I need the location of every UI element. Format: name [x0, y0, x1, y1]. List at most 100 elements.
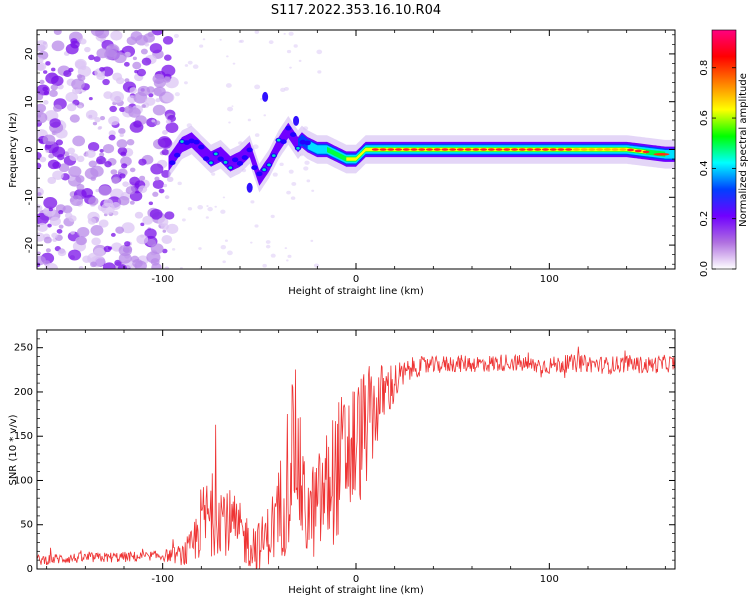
faint-blob — [284, 86, 289, 91]
noise-blob — [118, 244, 133, 257]
noise-blob — [119, 106, 126, 113]
noise-blob — [43, 236, 52, 244]
ridge-blob — [183, 140, 191, 145]
ridge-core-dash — [627, 148, 635, 152]
ridge-core-dash — [549, 148, 557, 151]
ridge-core-dash — [526, 148, 534, 151]
noise-blob — [112, 210, 119, 216]
faint-blob — [283, 32, 286, 35]
ridge-core-dash — [425, 148, 433, 151]
noise-blob — [161, 64, 176, 77]
noise-blob — [116, 139, 128, 149]
faint-blob — [265, 244, 271, 249]
noise-blob — [114, 259, 122, 266]
noise-blob — [42, 134, 56, 146]
noise-blob — [136, 68, 147, 77]
faint-blob — [173, 33, 179, 39]
noise-blob — [85, 149, 96, 158]
faint-blob — [202, 38, 206, 41]
noise-blob — [133, 120, 142, 128]
faint-blob — [286, 259, 289, 262]
noise-blob — [110, 232, 116, 237]
faint-blob — [252, 144, 259, 150]
ridge-core-dash — [603, 148, 611, 151]
ridge-blob — [198, 144, 205, 150]
noise-blob — [81, 188, 94, 198]
ridge-blob — [251, 165, 258, 171]
colorbar-tick-label: 0.0 — [699, 261, 710, 277]
faint-blob — [232, 62, 236, 65]
noise-blob — [68, 249, 82, 261]
noise-blob — [91, 237, 101, 246]
faint-blob — [272, 172, 278, 177]
colorbar: 0.0 0.2 0.4 0.6 0.8 Normalized spectral ampl… — [699, 29, 749, 277]
faint-blob — [291, 181, 297, 186]
y-tick-label: 0 — [27, 564, 33, 575]
faint-blob — [286, 190, 291, 195]
noise-blob — [45, 143, 52, 149]
noise-blob — [70, 230, 75, 235]
ridge-core-dash — [456, 148, 464, 151]
ridge-blob-core — [214, 152, 218, 156]
noise-blob — [129, 167, 136, 173]
noise-blob — [58, 224, 64, 229]
noise-blob — [154, 120, 161, 126]
noise-blob — [162, 92, 175, 103]
noise-blob — [55, 139, 64, 146]
ridge-core-dash — [565, 148, 573, 151]
noise-blob — [50, 84, 58, 91]
noise-blob — [49, 216, 61, 227]
noise-blob — [108, 130, 116, 137]
noise-blob — [107, 246, 113, 250]
faint-blob — [293, 44, 298, 48]
noise-blob — [42, 86, 49, 92]
faint-blob — [222, 260, 226, 264]
faint-blob — [286, 49, 292, 54]
x-tick-label: 0 — [353, 574, 359, 585]
noise-blob — [87, 217, 97, 225]
colorbar-ticks: 0.0 0.2 0.4 0.6 0.8 — [699, 60, 736, 277]
faint-blob — [254, 133, 260, 137]
colorbar-label: Normalized spectral amplitude — [738, 73, 749, 227]
noise-blob — [102, 143, 115, 154]
ridge-core-dash — [588, 148, 596, 151]
noise-blob — [119, 133, 124, 138]
ridge-blob — [299, 139, 307, 145]
faint-blob — [198, 247, 202, 250]
noise-blob — [150, 163, 164, 175]
ridge-blob — [280, 139, 287, 145]
noise-blob — [164, 211, 175, 220]
ridge-blob — [304, 140, 311, 146]
faint-blob — [287, 254, 292, 258]
noise-blob — [90, 30, 105, 37]
ridge-core-dash — [379, 148, 387, 151]
noise-blob — [51, 40, 65, 52]
faint-blob — [317, 70, 322, 74]
noise-blob — [102, 262, 116, 269]
noise-blob — [152, 73, 165, 85]
x-tick-label: 100 — [540, 274, 559, 285]
ridge-tail — [653, 152, 670, 156]
noise-blob — [45, 61, 51, 66]
colorbar-tick-label: 0.6 — [699, 110, 710, 126]
noise-blob — [66, 103, 77, 112]
ridge-core-dash — [441, 148, 449, 151]
noise-blob — [118, 196, 130, 206]
ridge-core-dash — [472, 148, 480, 151]
x-tick-label: -100 — [151, 274, 174, 285]
noise-blob — [99, 66, 105, 72]
ridge-blob — [173, 152, 181, 158]
noise-blob — [113, 52, 127, 64]
faint-blob — [171, 248, 176, 251]
noise-blob — [109, 105, 117, 113]
noise-blob — [152, 104, 166, 116]
noise-blob — [47, 159, 60, 170]
ridge-band-yellow — [346, 147, 646, 161]
faint-blob — [304, 160, 310, 165]
noise-blob — [166, 176, 174, 183]
noise-blob — [88, 54, 95, 61]
noise-blob — [166, 223, 179, 234]
ridge-blob-core — [272, 154, 276, 158]
noise-blob — [165, 119, 172, 124]
noise-blob — [69, 114, 80, 123]
